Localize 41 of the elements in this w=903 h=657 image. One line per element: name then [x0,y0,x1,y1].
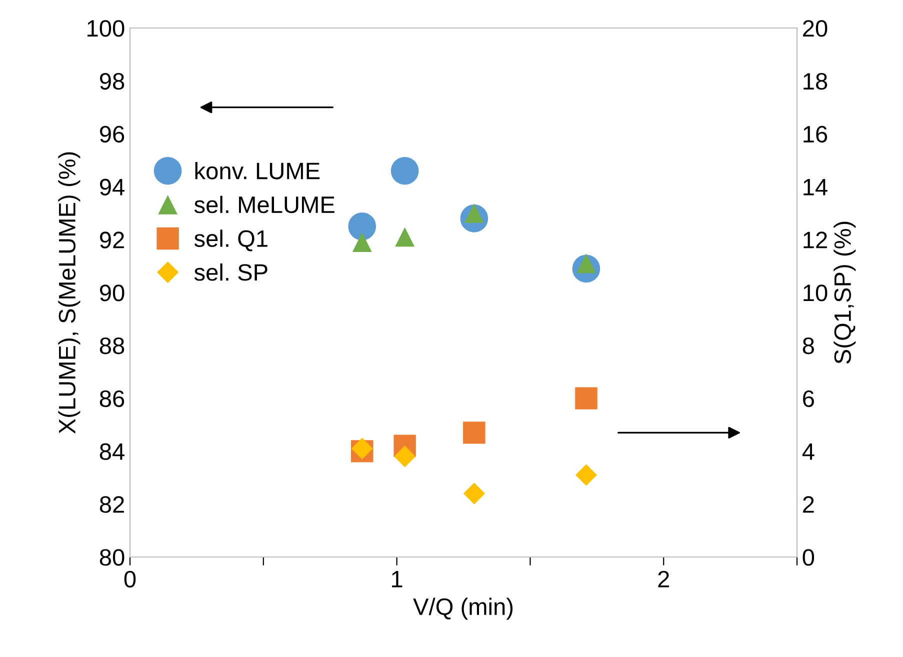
point [390,156,419,185]
y-tick-label: 100 [88,20,124,37]
y-tick-label: 80 [100,549,124,566]
y2-tick-label: 12 [804,232,827,248]
y-tick-label: 94 [100,178,124,196]
point [463,482,485,504]
y-tick-label: 92 [100,232,124,248]
y2-tick-label: 16 [804,126,828,143]
y-tick-label: 90 [100,284,124,302]
x-axis-title: V/Q (min) [413,598,513,620]
y-tick-label: 88 [100,337,124,354]
y2-tick-label: 20 [803,20,828,37]
y-tick-label: 86 [100,390,124,408]
point [395,227,415,247]
legend-label: sel. SP [194,263,268,281]
y2-axis-title: S(Q1,SP) (%) [834,222,856,364]
legend-label: sel. MeLUME [194,196,334,214]
y2-tick-label: 2 [803,496,814,513]
y2-tick-label: 10 [804,284,828,302]
point [352,232,372,252]
y2-tick-label: 14 [804,179,828,196]
y-axis-title: X(LUME), S(MeLUME) (%) [58,152,80,434]
y2-tick-label: 6 [803,390,814,408]
y-tick-label: 82 [100,496,124,513]
point [575,387,598,410]
y-tick-label: 84 [100,443,124,460]
y-tick-label: 96 [100,126,124,143]
y-tick-label: 98 [100,72,124,90]
legend-label: konv. LUME [195,162,320,180]
point [575,464,598,486]
y2-tick-label: 8 [802,337,814,354]
x-tick-label: 0 [124,570,136,588]
point [348,212,376,240]
legend-label: sel. Q1 [194,230,268,252]
x-tick-label: 1 [392,571,402,588]
y2-tick-label: 0 [802,549,814,566]
y2-tick-label: 18 [804,72,828,90]
y2-tick-label: 4 [802,444,814,460]
point [463,422,486,444]
point [394,446,416,468]
x-tick-label: 2 [658,570,669,588]
